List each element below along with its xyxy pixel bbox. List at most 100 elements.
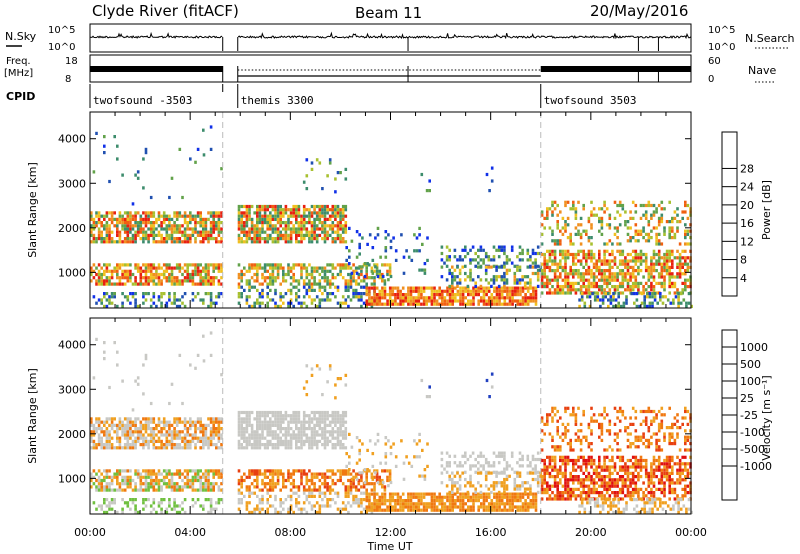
velocity-cell (410, 464, 414, 468)
velocity-cell (297, 417, 301, 421)
power-cell (292, 204, 295, 209)
power-cell (212, 214, 215, 218)
velocity-cell (194, 478, 197, 483)
power-cell (532, 299, 535, 303)
velocity-cell (363, 468, 367, 472)
power-cell (585, 272, 588, 276)
velocity-cell (375, 478, 379, 483)
power-cell (302, 301, 306, 305)
power-cell (103, 282, 106, 286)
power-cell (660, 281, 664, 285)
power-cell (199, 230, 202, 234)
power-cell (668, 281, 671, 285)
velocity-cell (323, 482, 327, 486)
velocity-cell (134, 439, 137, 443)
velocity-cell (165, 430, 169, 434)
power-cell (418, 226, 421, 230)
power-cell (300, 304, 303, 308)
velocity-cell (103, 501, 106, 505)
velocity-cell (381, 499, 384, 503)
power-cell (621, 291, 625, 295)
power-cell (92, 295, 96, 299)
power-cell (407, 302, 410, 306)
velocity-cell (116, 363, 119, 367)
power-cell (126, 295, 130, 299)
power-cell (118, 217, 122, 221)
power-cell (590, 213, 593, 217)
power-cell (103, 279, 106, 283)
velocity-cell (131, 488, 135, 492)
power-cell (430, 289, 434, 293)
power-cell (655, 281, 658, 285)
power-cell (123, 227, 127, 231)
power-cell (300, 214, 303, 218)
power-cell (631, 275, 635, 279)
power-cell (374, 265, 377, 269)
velocity-cell (417, 508, 421, 512)
power-cell (373, 279, 376, 283)
power-cell (596, 298, 600, 302)
velocity-cell (196, 469, 200, 473)
velocity-cell (118, 420, 122, 424)
power-cell (144, 211, 148, 215)
power-cell (490, 179, 494, 183)
power-cell (289, 208, 293, 212)
power-cell (266, 221, 269, 225)
power-cell (608, 265, 612, 269)
velocity-cell (129, 423, 132, 427)
power-cell (243, 240, 246, 244)
power-cell (178, 269, 182, 273)
velocity-cell (152, 482, 156, 486)
power-cell (482, 261, 485, 265)
power-cell (149, 211, 153, 215)
velocity-cell (274, 446, 277, 450)
power-cell (604, 292, 607, 296)
velocity-cell (279, 439, 282, 443)
velocity-cell (266, 427, 269, 431)
velocity-cell (352, 501, 355, 505)
power-cell (118, 233, 122, 237)
power-cell (207, 276, 210, 280)
power-cell (631, 216, 635, 220)
power-cell (181, 233, 184, 237)
power-cell (684, 278, 687, 282)
power-cell (261, 217, 264, 221)
power-cell (347, 272, 350, 277)
velocity-cell (269, 439, 272, 443)
power-cell (629, 288, 632, 292)
velocity-cell (302, 507, 306, 511)
velocity-cell (284, 427, 288, 431)
power-cell (644, 210, 648, 214)
power-cell (618, 291, 622, 295)
power-cell (469, 261, 472, 265)
power-cell (189, 221, 192, 225)
power-cell (250, 263, 254, 267)
power-cell (611, 242, 614, 246)
velocity-cell (313, 485, 316, 489)
power-cell (123, 211, 127, 215)
power-cell (302, 266, 306, 270)
power-cell (212, 266, 215, 270)
power-cell (149, 227, 153, 231)
velocity-cell (240, 485, 243, 489)
power-cell (686, 216, 690, 220)
power-cell (673, 210, 677, 214)
power-cell (676, 220, 679, 224)
velocity-cell (170, 478, 174, 483)
velocity-cell (105, 488, 109, 492)
velocity-cell (399, 505, 402, 509)
velocity-cell (136, 376, 140, 380)
power-cell (326, 292, 329, 296)
power-cell (556, 288, 559, 292)
power-cell (274, 214, 277, 218)
power-cell (282, 279, 285, 283)
velocity-cell (284, 446, 288, 450)
power-cell (399, 299, 402, 303)
power-cell (191, 263, 195, 267)
power-cell (498, 293, 501, 297)
velocity-cell (160, 488, 163, 492)
power-cell (363, 274, 367, 279)
power-cell (289, 276, 293, 280)
velocity-cell (103, 350, 106, 354)
velocity-cell (375, 508, 379, 512)
